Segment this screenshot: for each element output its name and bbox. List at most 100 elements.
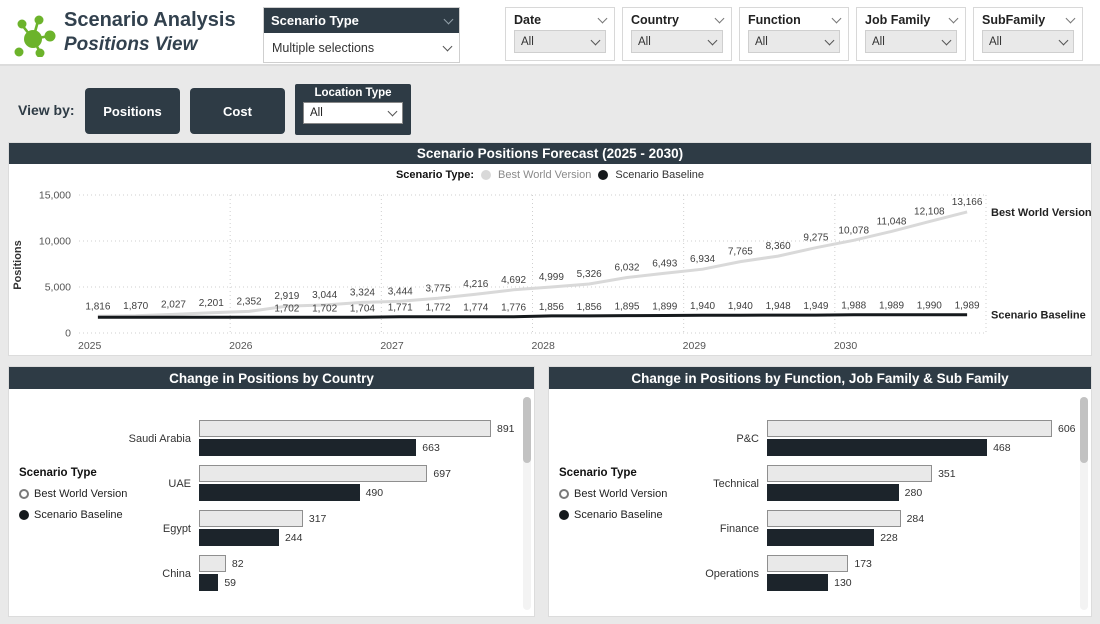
y-tick-label: 15,000 <box>39 190 71 202</box>
best-world-data-label: 4,692 <box>501 275 526 286</box>
baseline-data-label: 1,702 <box>274 303 299 314</box>
filter-label: SubFamily <box>974 8 1082 30</box>
function-legend: Scenario Type Best World Version Scenari… <box>559 467 667 530</box>
best-world-data-label: 8,360 <box>766 241 791 252</box>
best-world-data-label: 1,816 <box>85 301 110 312</box>
best-world-bar-finance[interactable] <box>767 510 901 527</box>
baseline-bar-technical[interactable] <box>767 484 899 501</box>
bar-line: 317 <box>199 510 520 527</box>
bar-value-label: 663 <box>422 441 440 454</box>
baseline-bar-p-c[interactable] <box>767 439 988 456</box>
baseline-bar-egypt[interactable] <box>199 529 279 546</box>
bar-value-label: 351 <box>938 467 956 480</box>
best-world-data-label: 6,032 <box>614 263 639 274</box>
bar-line: 663 <box>199 439 520 456</box>
filter-dropdown[interactable]: All <box>865 30 957 53</box>
baseline-bar-uae[interactable] <box>199 484 360 501</box>
bar-pair: 173 130 <box>767 555 1077 593</box>
app-title: Scenario Analysis <box>64 9 236 31</box>
chevron-down-icon <box>1065 13 1076 24</box>
location-type-label: Location Type <box>314 87 392 99</box>
bar-pair: 317 244 <box>199 510 520 548</box>
top-header: Scenario Analysis Positions View Scenari… <box>0 0 1100 66</box>
best-world-data-label: 2,027 <box>161 299 186 310</box>
bar-row: China 82 59 <box>9 555 520 593</box>
country-legend-best-world[interactable]: Best World Version <box>19 488 127 500</box>
forecast-legend-baseline[interactable]: Scenario Baseline <box>615 169 705 181</box>
best-world-data-label: 4,999 <box>539 272 564 283</box>
bar-value-label: 280 <box>904 486 923 499</box>
bar-pair: 351 280 <box>767 465 1077 503</box>
best-world-data-label: 3,444 <box>388 286 413 297</box>
best-world-legend-dot-icon <box>481 170 492 180</box>
best-world-data-label: 5,326 <box>577 269 602 280</box>
baseline-data-label: 1,774 <box>463 303 488 314</box>
best-world-data-label: 13,166 <box>952 197 983 208</box>
filter-dropdown[interactable]: All <box>982 30 1074 53</box>
baseline-bar-china[interactable] <box>199 574 219 591</box>
baseline-data-label: 1,856 <box>577 302 602 313</box>
bar-line: 891 <box>199 420 520 437</box>
baseline-data-label: 1,989 <box>955 301 980 312</box>
baseline-data-label: 1,899 <box>652 302 677 313</box>
best-world-bar-p-c[interactable] <box>767 420 1052 437</box>
legend-label: Best World Version <box>574 488 668 500</box>
function-legend-best-world[interactable]: Best World Version <box>559 488 667 500</box>
filter-card-subfamily: SubFamily All <box>973 7 1083 61</box>
bar-category-label: Finance <box>719 523 759 535</box>
best-world-bar-uae[interactable] <box>199 465 428 482</box>
filter-dropdown[interactable]: All <box>631 30 723 53</box>
best-world-data-label: 3,324 <box>350 287 375 298</box>
best-world-bar-technical[interactable] <box>767 465 933 482</box>
best-world-bar-china[interactable] <box>199 555 226 572</box>
best-world-line[interactable] <box>97 210 968 318</box>
best-world-bar-egypt[interactable] <box>199 510 303 527</box>
positions-button[interactable]: Positions <box>85 88 180 134</box>
baseline-bar-finance[interactable] <box>767 529 875 546</box>
bar-category-label: Operations <box>705 568 759 580</box>
baseline-data-label: 1,949 <box>803 301 828 312</box>
baseline-bar-operations[interactable] <box>767 574 829 591</box>
best-world-series-label: Best World Version <box>991 207 1091 219</box>
bar-value-label: 891 <box>497 422 515 435</box>
function-bar-chart: P&C 606 468 Technical 351 280 Finance 284 228 Ope… <box>549 389 1077 600</box>
forecast-line-chart[interactable]: 0 5,000 10,000 15,000 2025 2026 2027 2028 2029 20… <box>9 183 1091 355</box>
y-axis-label: Positions <box>12 240 24 290</box>
y-tick-label: 10,000 <box>39 236 71 248</box>
bar-row: Saudi Arabia 891 663 <box>9 420 520 458</box>
chevron-down-icon <box>707 35 718 45</box>
bar-category-label: P&C <box>736 433 759 445</box>
function-scrollbar[interactable] <box>1080 397 1088 610</box>
app-subtitle: Positions View <box>64 34 198 55</box>
filter-dropdown[interactable]: All <box>748 30 840 53</box>
baseline-line[interactable] <box>97 313 968 319</box>
bar-pair: 284 228 <box>767 510 1077 548</box>
baseline-bar-saudi-arabia[interactable] <box>199 439 417 456</box>
function-panel-title: Change in Positions by Function, Job Fam… <box>549 367 1091 389</box>
bar-row: UAE 697 490 <box>9 465 520 503</box>
country-scrollbar[interactable] <box>523 397 531 610</box>
bar-pair: 697 490 <box>199 465 520 503</box>
best-world-bar-operations[interactable] <box>767 555 849 572</box>
chevron-down-icon <box>824 35 835 45</box>
scenario-type-slicer: Scenario Type Multiple selections <box>263 7 460 63</box>
cost-button[interactable]: Cost <box>190 88 285 134</box>
x-tick-label: 2029 <box>683 340 707 352</box>
country-legend-baseline[interactable]: Scenario Baseline <box>19 509 127 521</box>
scrollbar-thumb[interactable] <box>1080 397 1088 463</box>
best-world-data-label: 2,919 <box>274 291 299 302</box>
function-legend-baseline[interactable]: Scenario Baseline <box>559 509 667 521</box>
bar-value-label: 130 <box>834 576 852 589</box>
filter-label: Country <box>623 8 731 30</box>
scenario-type-slicer-dropdown[interactable]: Multiple selections <box>264 33 459 62</box>
filter-dropdown[interactable]: All <box>514 30 606 53</box>
best-world-bar-saudi-arabia[interactable] <box>199 420 491 437</box>
location-type-dropdown[interactable]: All <box>303 102 403 124</box>
forecast-legend-best-world[interactable]: Best World Version <box>498 169 592 181</box>
legend-label: Scenario Baseline <box>574 509 663 521</box>
scenario-type-slicer-header[interactable]: Scenario Type <box>264 8 459 33</box>
function-panel: Change in Positions by Function, Job Fam… <box>548 366 1092 617</box>
chevron-down-icon <box>442 41 453 51</box>
scrollbar-thumb[interactable] <box>523 397 531 463</box>
bar-category-label: UAE <box>168 478 191 490</box>
